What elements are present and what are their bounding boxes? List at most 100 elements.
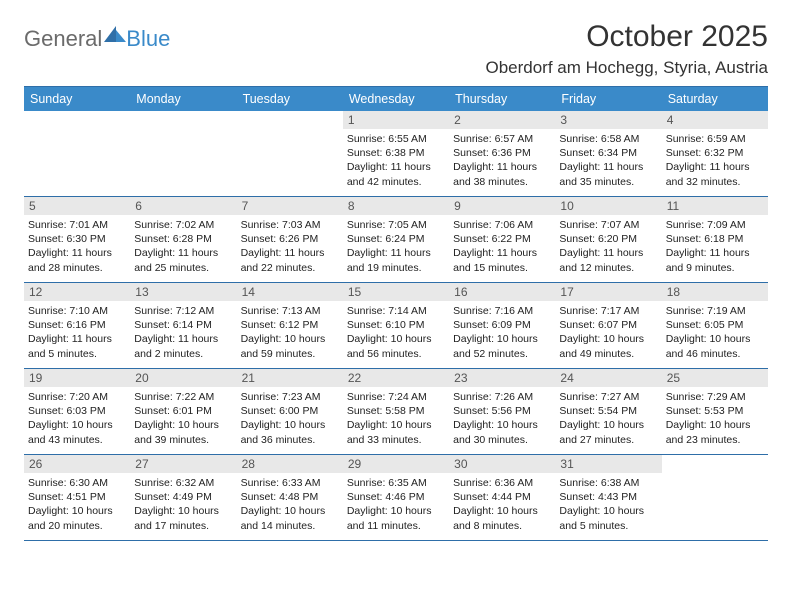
day-info: Sunrise: 7:01 AMSunset: 6:30 PMDaylight:… xyxy=(24,215,130,279)
day-info: Sunrise: 6:38 AMSunset: 4:43 PMDaylight:… xyxy=(555,473,661,537)
day-info: Sunrise: 7:13 AMSunset: 6:12 PMDaylight:… xyxy=(237,301,343,365)
daylight-text: Daylight: 10 hours and 5 minutes. xyxy=(559,504,657,532)
sunset-text: Sunset: 6:10 PM xyxy=(347,318,445,332)
calendar-cell: 31Sunrise: 6:38 AMSunset: 4:43 PMDayligh… xyxy=(555,455,661,541)
calendar-cell: 11Sunrise: 7:09 AMSunset: 6:18 PMDayligh… xyxy=(662,197,768,283)
calendar-cell: 21Sunrise: 7:23 AMSunset: 6:00 PMDayligh… xyxy=(237,369,343,455)
day-info: Sunrise: 7:20 AMSunset: 6:03 PMDaylight:… xyxy=(24,387,130,451)
daylight-text: Daylight: 11 hours and 15 minutes. xyxy=(453,246,551,274)
day-info: Sunrise: 6:57 AMSunset: 6:36 PMDaylight:… xyxy=(449,129,555,193)
day-info: Sunrise: 7:05 AMSunset: 6:24 PMDaylight:… xyxy=(343,215,449,279)
day-info: Sunrise: 7:26 AMSunset: 5:56 PMDaylight:… xyxy=(449,387,555,451)
calendar-cell: . xyxy=(237,111,343,197)
day-number: 23 xyxy=(449,369,555,387)
calendar-cell: 14Sunrise: 7:13 AMSunset: 6:12 PMDayligh… xyxy=(237,283,343,369)
sunrise-text: Sunrise: 7:07 AM xyxy=(559,218,657,232)
day-number: 25 xyxy=(662,369,768,387)
sunset-text: Sunset: 5:58 PM xyxy=(347,404,445,418)
calendar-cell: 6Sunrise: 7:02 AMSunset: 6:28 PMDaylight… xyxy=(130,197,236,283)
sunset-text: Sunset: 6:20 PM xyxy=(559,232,657,246)
calendar-cell: 18Sunrise: 7:19 AMSunset: 6:05 PMDayligh… xyxy=(662,283,768,369)
day-info: Sunrise: 7:02 AMSunset: 6:28 PMDaylight:… xyxy=(130,215,236,279)
sunset-text: Sunset: 6:28 PM xyxy=(134,232,232,246)
calendar-cell: 13Sunrise: 7:12 AMSunset: 6:14 PMDayligh… xyxy=(130,283,236,369)
daylight-text: Daylight: 10 hours and 56 minutes. xyxy=(347,332,445,360)
sunset-text: Sunset: 6:16 PM xyxy=(28,318,126,332)
sunset-text: Sunset: 5:53 PM xyxy=(666,404,764,418)
sunset-text: Sunset: 6:07 PM xyxy=(559,318,657,332)
sunset-text: Sunset: 4:46 PM xyxy=(347,490,445,504)
day-info: Sunrise: 6:30 AMSunset: 4:51 PMDaylight:… xyxy=(24,473,130,537)
dayhead: Thursday xyxy=(449,87,555,111)
sunrise-text: Sunrise: 6:55 AM xyxy=(347,132,445,146)
day-info xyxy=(662,473,768,480)
sunset-text: Sunset: 6:03 PM xyxy=(28,404,126,418)
sunset-text: Sunset: 6:01 PM xyxy=(134,404,232,418)
day-info: Sunrise: 6:32 AMSunset: 4:49 PMDaylight:… xyxy=(130,473,236,537)
calendar-cell: 15Sunrise: 7:14 AMSunset: 6:10 PMDayligh… xyxy=(343,283,449,369)
calendar-grid: SundayMondayTuesdayWednesdayThursdayFrid… xyxy=(24,86,768,541)
calendar-cell: 5Sunrise: 7:01 AMSunset: 6:30 PMDaylight… xyxy=(24,197,130,283)
day-number: 12 xyxy=(24,283,130,301)
day-number: 22 xyxy=(343,369,449,387)
day-number: 19 xyxy=(24,369,130,387)
calendar-cell: . xyxy=(24,111,130,197)
day-number: 28 xyxy=(237,455,343,473)
daylight-text: Daylight: 10 hours and 30 minutes. xyxy=(453,418,551,446)
day-number: 14 xyxy=(237,283,343,301)
day-info: Sunrise: 6:59 AMSunset: 6:32 PMDaylight:… xyxy=(662,129,768,193)
sunrise-text: Sunrise: 6:59 AM xyxy=(666,132,764,146)
daylight-text: Daylight: 10 hours and 11 minutes. xyxy=(347,504,445,532)
day-info: Sunrise: 7:07 AMSunset: 6:20 PMDaylight:… xyxy=(555,215,661,279)
sunrise-text: Sunrise: 7:02 AM xyxy=(134,218,232,232)
daylight-text: Daylight: 11 hours and 25 minutes. xyxy=(134,246,232,274)
day-info: Sunrise: 7:23 AMSunset: 6:00 PMDaylight:… xyxy=(237,387,343,451)
header: General Blue October 2025 Oberdorf am Ho… xyxy=(24,20,768,84)
sunset-text: Sunset: 6:14 PM xyxy=(134,318,232,332)
sunrise-text: Sunrise: 7:29 AM xyxy=(666,390,764,404)
sunrise-text: Sunrise: 7:24 AM xyxy=(347,390,445,404)
sunrise-text: Sunrise: 7:16 AM xyxy=(453,304,551,318)
dayhead: Wednesday xyxy=(343,87,449,111)
sunset-text: Sunset: 6:26 PM xyxy=(241,232,339,246)
daylight-text: Daylight: 11 hours and 28 minutes. xyxy=(28,246,126,274)
day-number: 31 xyxy=(555,455,661,473)
sunset-text: Sunset: 6:12 PM xyxy=(241,318,339,332)
day-info: Sunrise: 6:35 AMSunset: 4:46 PMDaylight:… xyxy=(343,473,449,537)
sunrise-text: Sunrise: 7:13 AM xyxy=(241,304,339,318)
calendar-cell: 10Sunrise: 7:07 AMSunset: 6:20 PMDayligh… xyxy=(555,197,661,283)
day-number: 11 xyxy=(662,197,768,215)
day-number: 5 xyxy=(24,197,130,215)
sunset-text: Sunset: 6:00 PM xyxy=(241,404,339,418)
sunrise-text: Sunrise: 7:03 AM xyxy=(241,218,339,232)
calendar-cell: 16Sunrise: 7:16 AMSunset: 6:09 PMDayligh… xyxy=(449,283,555,369)
calendar-cell: 19Sunrise: 7:20 AMSunset: 6:03 PMDayligh… xyxy=(24,369,130,455)
day-info: Sunrise: 7:14 AMSunset: 6:10 PMDaylight:… xyxy=(343,301,449,365)
day-number: 21 xyxy=(237,369,343,387)
day-number: 15 xyxy=(343,283,449,301)
sunset-text: Sunset: 5:56 PM xyxy=(453,404,551,418)
daylight-text: Daylight: 11 hours and 9 minutes. xyxy=(666,246,764,274)
day-number: 6 xyxy=(130,197,236,215)
daylight-text: Daylight: 10 hours and 17 minutes. xyxy=(134,504,232,532)
daylight-text: Daylight: 11 hours and 38 minutes. xyxy=(453,160,551,188)
sunrise-text: Sunrise: 7:01 AM xyxy=(28,218,126,232)
calendar-cell: 20Sunrise: 7:22 AMSunset: 6:01 PMDayligh… xyxy=(130,369,236,455)
sunset-text: Sunset: 6:34 PM xyxy=(559,146,657,160)
location-text: Oberdorf am Hochegg, Styria, Austria xyxy=(485,58,768,78)
sunset-text: Sunset: 6:09 PM xyxy=(453,318,551,332)
sunset-text: Sunset: 6:24 PM xyxy=(347,232,445,246)
sunset-text: Sunset: 6:30 PM xyxy=(28,232,126,246)
dayhead: Monday xyxy=(130,87,236,111)
calendar-cell: 26Sunrise: 6:30 AMSunset: 4:51 PMDayligh… xyxy=(24,455,130,541)
sunset-text: Sunset: 5:54 PM xyxy=(559,404,657,418)
sunrise-text: Sunrise: 7:27 AM xyxy=(559,390,657,404)
daylight-text: Daylight: 10 hours and 46 minutes. xyxy=(666,332,764,360)
daylight-text: Daylight: 10 hours and 23 minutes. xyxy=(666,418,764,446)
daylight-text: Daylight: 11 hours and 2 minutes. xyxy=(134,332,232,360)
calendar-page: General Blue October 2025 Oberdorf am Ho… xyxy=(0,0,792,551)
sunrise-text: Sunrise: 7:05 AM xyxy=(347,218,445,232)
sunrise-text: Sunrise: 7:19 AM xyxy=(666,304,764,318)
sunrise-text: Sunrise: 7:09 AM xyxy=(666,218,764,232)
dayhead: Tuesday xyxy=(237,87,343,111)
